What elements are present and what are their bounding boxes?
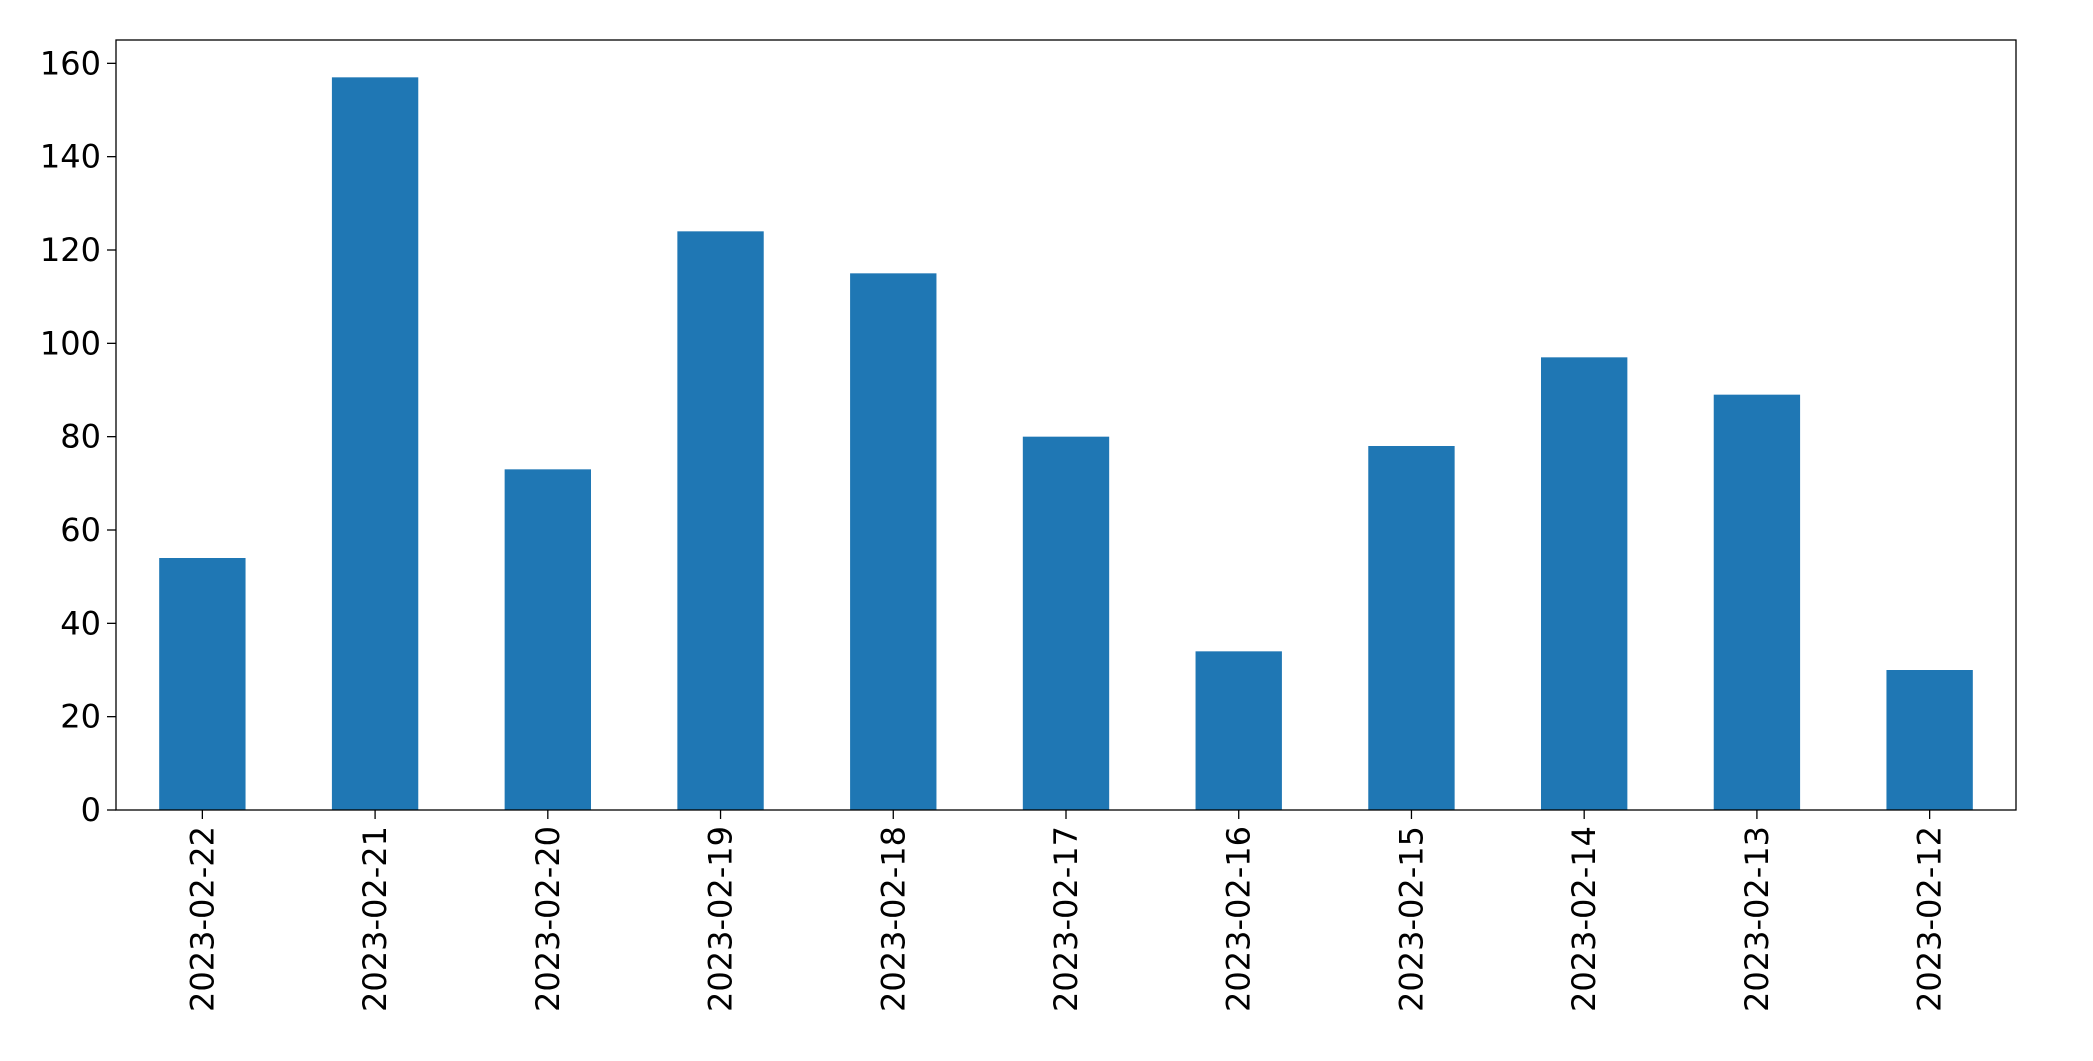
y-tick-label: 60 — [60, 511, 101, 549]
x-tick-label: 2023-02-22 — [183, 826, 221, 1012]
y-tick-label: 80 — [60, 418, 101, 456]
bar — [159, 558, 246, 810]
bar — [1195, 651, 1282, 810]
x-tick-label: 2023-02-12 — [1911, 826, 1949, 1012]
y-tick-label: 140 — [40, 138, 101, 176]
bar — [677, 231, 764, 811]
x-tick-label: 2023-02-19 — [702, 826, 740, 1012]
y-tick-label: 120 — [40, 231, 101, 269]
bar — [504, 469, 591, 810]
y-tick-label: 20 — [60, 698, 101, 736]
x-tick-label: 2023-02-18 — [874, 826, 912, 1012]
x-tick-label: 2023-02-13 — [1738, 826, 1776, 1012]
bar — [1713, 394, 1801, 810]
x-tick-label: 2023-02-14 — [1565, 826, 1603, 1012]
y-tick-label: 40 — [60, 604, 101, 642]
y-tick-label: 100 — [40, 324, 101, 362]
bar — [1022, 436, 1110, 810]
plot-frame — [115, 39, 2017, 811]
bar — [1541, 357, 1628, 810]
x-tick-label: 2023-02-21 — [356, 826, 394, 1012]
bar — [1368, 446, 1455, 810]
x-tick-label: 2023-02-16 — [1220, 826, 1258, 1012]
bar — [850, 273, 937, 810]
bar — [331, 77, 419, 811]
x-tick-label: 2023-02-20 — [529, 826, 567, 1012]
x-tick-label: 2023-02-15 — [1392, 826, 1430, 1012]
y-tick-label: 0 — [81, 791, 101, 829]
y-tick-label: 160 — [40, 44, 101, 82]
bar — [1886, 670, 1973, 810]
x-tick-label: 2023-02-17 — [1047, 826, 1085, 1012]
